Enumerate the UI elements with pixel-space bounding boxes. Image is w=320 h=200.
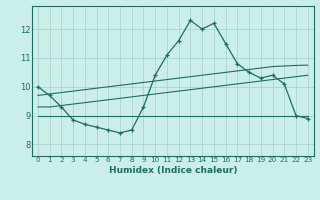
X-axis label: Humidex (Indice chaleur): Humidex (Indice chaleur) [108, 166, 237, 175]
